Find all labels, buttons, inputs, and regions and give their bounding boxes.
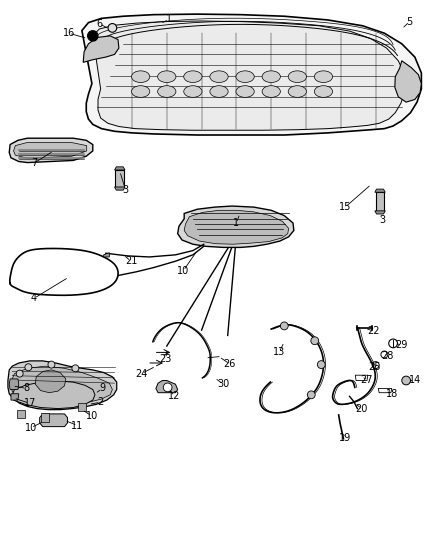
Ellipse shape <box>314 71 332 83</box>
Polygon shape <box>115 187 125 190</box>
Polygon shape <box>9 138 93 163</box>
Ellipse shape <box>210 86 228 98</box>
Text: 19: 19 <box>339 433 351 443</box>
Text: 14: 14 <box>409 375 421 385</box>
Text: 18: 18 <box>386 389 398 399</box>
Ellipse shape <box>314 86 332 98</box>
Text: 30: 30 <box>217 379 230 389</box>
Text: 16: 16 <box>63 28 75 38</box>
Polygon shape <box>115 167 125 170</box>
Text: 20: 20 <box>356 403 368 414</box>
Text: 24: 24 <box>135 369 148 378</box>
Text: 29: 29 <box>396 340 408 350</box>
Text: 1: 1 <box>233 218 240 228</box>
Polygon shape <box>83 36 119 62</box>
Circle shape <box>311 337 319 345</box>
Ellipse shape <box>131 86 150 98</box>
Ellipse shape <box>236 71 254 83</box>
Text: 26: 26 <box>224 359 236 369</box>
Text: 27: 27 <box>361 375 373 385</box>
Text: 8: 8 <box>24 383 30 393</box>
Polygon shape <box>17 410 25 418</box>
Polygon shape <box>40 414 67 426</box>
Ellipse shape <box>184 86 202 98</box>
Text: 21: 21 <box>125 256 137 266</box>
Text: 13: 13 <box>273 348 285 358</box>
Polygon shape <box>11 394 19 400</box>
Ellipse shape <box>262 86 280 98</box>
Text: 28: 28 <box>381 351 394 361</box>
Polygon shape <box>11 366 113 406</box>
Ellipse shape <box>210 71 228 83</box>
Text: 12: 12 <box>169 391 181 401</box>
Text: 11: 11 <box>71 421 84 431</box>
Circle shape <box>25 364 32 371</box>
Text: 6: 6 <box>96 19 102 29</box>
Polygon shape <box>12 381 95 409</box>
Text: 15: 15 <box>339 202 351 212</box>
Polygon shape <box>116 170 124 187</box>
Ellipse shape <box>131 71 150 83</box>
Ellipse shape <box>158 71 176 83</box>
Circle shape <box>402 376 410 385</box>
Ellipse shape <box>158 86 176 98</box>
Polygon shape <box>376 192 385 211</box>
Text: 3: 3 <box>379 215 385 225</box>
Ellipse shape <box>288 86 307 98</box>
Text: 10: 10 <box>86 411 98 421</box>
Polygon shape <box>8 361 117 410</box>
Polygon shape <box>375 189 385 192</box>
Polygon shape <box>82 14 421 135</box>
Polygon shape <box>156 381 178 393</box>
Text: 10: 10 <box>177 266 190 276</box>
Polygon shape <box>14 142 87 158</box>
Text: 3: 3 <box>122 184 128 195</box>
Text: 25: 25 <box>368 362 381 372</box>
Text: 2: 2 <box>98 397 104 407</box>
Ellipse shape <box>288 71 307 83</box>
Text: 4: 4 <box>31 293 37 303</box>
Text: 23: 23 <box>160 354 172 364</box>
Text: 22: 22 <box>367 326 380 336</box>
Ellipse shape <box>236 86 254 98</box>
Text: 7: 7 <box>31 158 37 168</box>
Circle shape <box>318 361 325 368</box>
Polygon shape <box>178 206 294 247</box>
Text: 10: 10 <box>25 423 37 433</box>
Polygon shape <box>375 211 385 214</box>
Polygon shape <box>395 61 421 102</box>
Ellipse shape <box>184 71 202 83</box>
Circle shape <box>108 23 117 33</box>
Polygon shape <box>41 414 49 422</box>
Circle shape <box>163 383 172 392</box>
Ellipse shape <box>262 71 280 83</box>
Circle shape <box>280 322 288 330</box>
Circle shape <box>16 370 23 377</box>
Text: 1: 1 <box>166 14 172 25</box>
Polygon shape <box>35 370 66 393</box>
Circle shape <box>307 391 315 399</box>
Text: 9: 9 <box>99 383 106 393</box>
Text: 5: 5 <box>406 17 413 27</box>
Polygon shape <box>78 403 86 411</box>
Circle shape <box>72 365 79 372</box>
Polygon shape <box>9 379 19 390</box>
Polygon shape <box>104 253 110 257</box>
Text: 17: 17 <box>24 398 36 408</box>
Polygon shape <box>184 211 289 244</box>
Circle shape <box>48 361 55 368</box>
Polygon shape <box>93 21 405 130</box>
Circle shape <box>88 30 98 41</box>
